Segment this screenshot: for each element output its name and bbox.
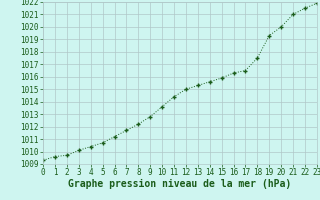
X-axis label: Graphe pression niveau de la mer (hPa): Graphe pression niveau de la mer (hPa) (68, 179, 292, 189)
